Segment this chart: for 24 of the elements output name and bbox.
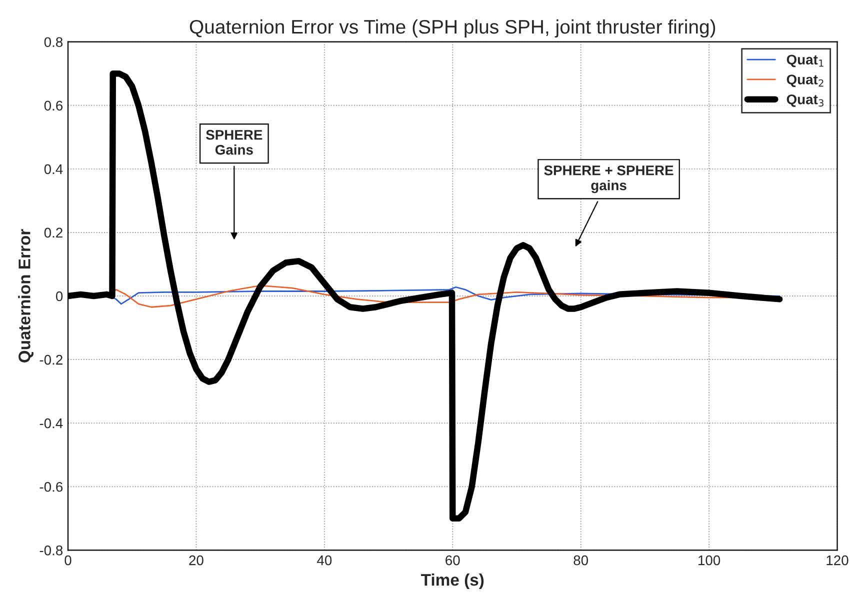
legend-label: Quat$_{1}$ (786, 54, 824, 68)
y-tick-label: 0.2 (44, 228, 62, 238)
chart-title: Quaternion Error vs Time (SPH plus SPH, joint thruster firing) (190, 19, 716, 38)
legend-label: Quat$_{3}$ (786, 94, 824, 107)
x-tick-label: 0 (64, 555, 72, 566)
legend-label: Quat$_{2}$ (786, 74, 824, 88)
y-tick-label: 0.8 (44, 37, 63, 48)
annotation: SPHERE + SPHERE gains (544, 165, 674, 194)
x-tick-label: 40 (317, 555, 332, 566)
y-tick-label: 0 (56, 291, 63, 302)
x-tick-label: 60 (446, 555, 460, 566)
x-axis-title: Time (s) (421, 574, 484, 590)
x-tick-label: 100 (698, 555, 720, 566)
y-tick-label: -0.4 (40, 418, 63, 428)
y-tick-label: -0.6 (40, 482, 63, 492)
y-tick-label: 0.6 (44, 100, 63, 111)
y-tick-label: 0.4 (44, 164, 63, 174)
y-tick-label: -0.8 (40, 545, 63, 556)
y-tick-label: -0.2 (40, 354, 62, 365)
x-tick-label: 120 (826, 555, 848, 566)
y-axis-title: Quaternion Error (18, 229, 34, 362)
annotation: SPHERE Gains (206, 130, 262, 155)
x-tick-label: 80 (574, 555, 588, 566)
x-tick-label: 20 (189, 555, 204, 566)
